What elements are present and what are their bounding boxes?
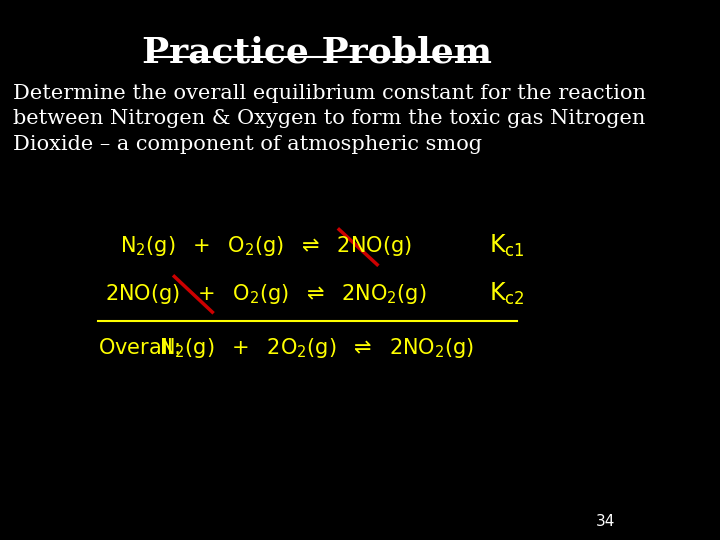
Text: $\mathrm{N_2(g)\ \ +\ \ O_2(g)\ \ \rightleftharpoons\ \ 2NO(g)}$: $\mathrm{N_2(g)\ \ +\ \ O_2(g)\ \ \right… — [120, 234, 412, 258]
Text: 34: 34 — [595, 514, 615, 529]
Text: Practice Problem: Practice Problem — [142, 35, 492, 69]
Text: $\mathrm{K_{c2}}$: $\mathrm{K_{c2}}$ — [489, 281, 525, 307]
Text: $\mathrm{2NO(g)\ \ +\ \ O_2(g)\ \ \rightleftharpoons\ \ 2NO_2(g)}$: $\mathrm{2NO(g)\ \ +\ \ O_2(g)\ \ \right… — [105, 282, 427, 306]
Text: $\mathrm{K_{c1}}$: $\mathrm{K_{c1}}$ — [489, 233, 525, 259]
Text: $\mathrm{N_2(g)\ \ +\ \ 2O_2(g)\ \ \rightleftharpoons\ \ 2NO_2(g)}$: $\mathrm{N_2(g)\ \ +\ \ 2O_2(g)\ \ \righ… — [159, 336, 474, 360]
Text: Determine the overall equilibrium constant for the reaction
between Nitrogen & O: Determine the overall equilibrium consta… — [13, 84, 646, 154]
Text: $\mathrm{Overall\!:}$: $\mathrm{Overall\!:}$ — [98, 338, 180, 359]
